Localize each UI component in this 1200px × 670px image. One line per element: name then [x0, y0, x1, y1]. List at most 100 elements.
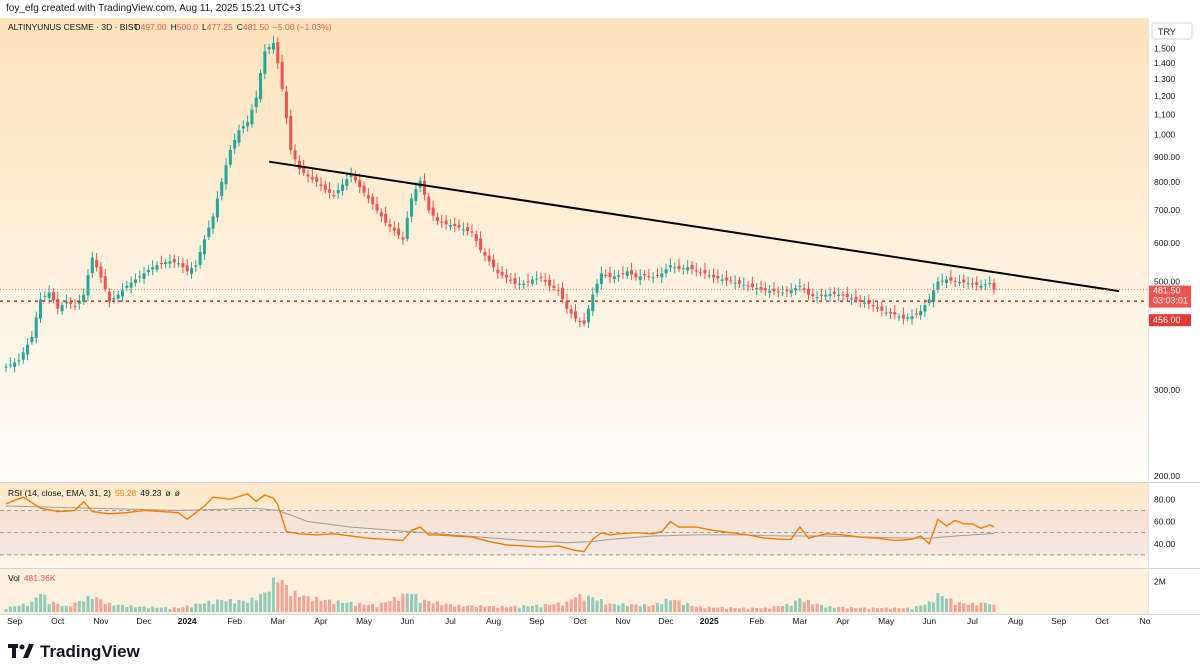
candle-body — [655, 274, 659, 276]
price-chart[interactable]: 1,6001,5001,4001,3001,2001,1001,000900.0… — [0, 18, 1200, 636]
volume-bar — [142, 606, 146, 612]
price-tick-label: 1,400 — [1154, 58, 1176, 68]
volume-bar — [345, 602, 349, 612]
candle-body — [306, 174, 310, 177]
volume-bar — [535, 604, 539, 612]
volume-bar — [103, 603, 107, 612]
volume-bar — [310, 601, 314, 612]
brand[interactable]: TradingView — [8, 642, 140, 662]
volume-bar — [112, 605, 116, 612]
price-tick-label: 500.00 — [1154, 277, 1180, 287]
volume-bar — [785, 603, 789, 612]
candle-body — [56, 298, 60, 309]
volume-bar — [271, 577, 276, 612]
volume-bar — [647, 606, 651, 612]
last-price-value: 481.50 — [1153, 286, 1181, 296]
candle-body — [945, 279, 949, 283]
candle-body — [927, 299, 931, 303]
candle-body — [539, 276, 543, 278]
candle-body — [224, 165, 228, 185]
volume-bar — [802, 601, 806, 612]
candle-body — [543, 279, 547, 282]
volume-bar — [914, 606, 918, 612]
volume-bar — [875, 608, 880, 612]
candle-body — [690, 264, 694, 270]
candle-body — [612, 276, 616, 280]
volume-bar — [479, 605, 483, 612]
candle-body — [470, 231, 474, 233]
candle-body — [392, 227, 396, 231]
candle-body — [164, 262, 168, 265]
c-value: 481.50 — [243, 22, 269, 32]
time-tick-label: Oct — [1095, 616, 1109, 626]
volume-bar — [720, 606, 724, 612]
volume-bar — [125, 607, 129, 612]
candle-body — [957, 282, 961, 284]
volume-bar — [254, 600, 258, 612]
time-tick-label: Mar — [270, 616, 285, 626]
candle-body — [573, 311, 578, 319]
candle-body — [919, 311, 923, 316]
volume-bar — [617, 605, 621, 612]
candle-body — [220, 181, 224, 197]
volume-bar — [401, 593, 405, 612]
candle-body — [448, 225, 452, 227]
volume-bars — [4, 577, 996, 612]
candle-body — [776, 291, 780, 293]
candle-body — [125, 285, 129, 288]
volume-bar — [539, 607, 543, 612]
candle-body — [806, 288, 810, 295]
volume-bar — [901, 608, 905, 612]
candle-body — [768, 290, 772, 293]
volume-bar — [146, 608, 150, 612]
time-tick-label: May — [878, 616, 895, 626]
time-tick-label: Sep — [1051, 616, 1066, 626]
volume-bar — [923, 604, 927, 612]
volume-bar — [177, 608, 181, 612]
volume-bar — [798, 598, 802, 612]
time-tick-label: Apr — [836, 616, 849, 626]
candle-body — [798, 285, 802, 287]
volume-bar — [543, 604, 547, 612]
candle-body — [681, 268, 685, 270]
candle-body — [422, 180, 427, 195]
vol-legend-label: Vol — [8, 573, 20, 583]
candle-body — [336, 190, 340, 194]
candle-body — [906, 317, 910, 319]
candle-body — [202, 239, 206, 255]
candle-body — [724, 277, 729, 281]
candle-body — [517, 283, 521, 285]
volume-bar — [60, 606, 64, 612]
volume-bar — [781, 606, 785, 612]
candle-body — [983, 284, 987, 286]
volume-bar — [686, 602, 690, 612]
candle-body — [703, 269, 707, 274]
candle-body — [379, 212, 383, 217]
volume-bar — [492, 605, 496, 612]
candle-body — [8, 364, 12, 366]
candle-body — [582, 320, 586, 324]
volume-bar — [910, 609, 914, 612]
candle-body — [863, 302, 867, 304]
candle-body — [112, 298, 116, 300]
candle-body — [440, 221, 444, 223]
legend-symbol[interactable]: ALTINYUNUS CESME · 3D · BIST — [8, 22, 139, 32]
volume-bar — [51, 601, 55, 612]
volume-bar — [181, 607, 185, 612]
currency-badge[interactable]: TRY — [1151, 22, 1193, 40]
volume-bar — [979, 602, 983, 612]
candle-body — [970, 283, 974, 285]
volume-bar — [474, 607, 478, 612]
candle-body — [345, 179, 349, 186]
candle-body — [207, 227, 211, 238]
rsi-tick-label: 40.00 — [1154, 539, 1176, 549]
candle-body — [77, 300, 81, 304]
h-label: H — [171, 22, 177, 32]
candle-body — [190, 268, 194, 274]
volume-bar — [418, 602, 422, 612]
candle-body — [733, 282, 737, 284]
candle-body — [509, 279, 513, 281]
rsi-legend[interactable]: RSI (14, close, EMA, 31, 2) 55.28 49.23 ø ø — [8, 488, 180, 498]
candle-body — [211, 216, 215, 229]
vol-legend[interactable]: Vol 481.36K — [8, 573, 56, 583]
